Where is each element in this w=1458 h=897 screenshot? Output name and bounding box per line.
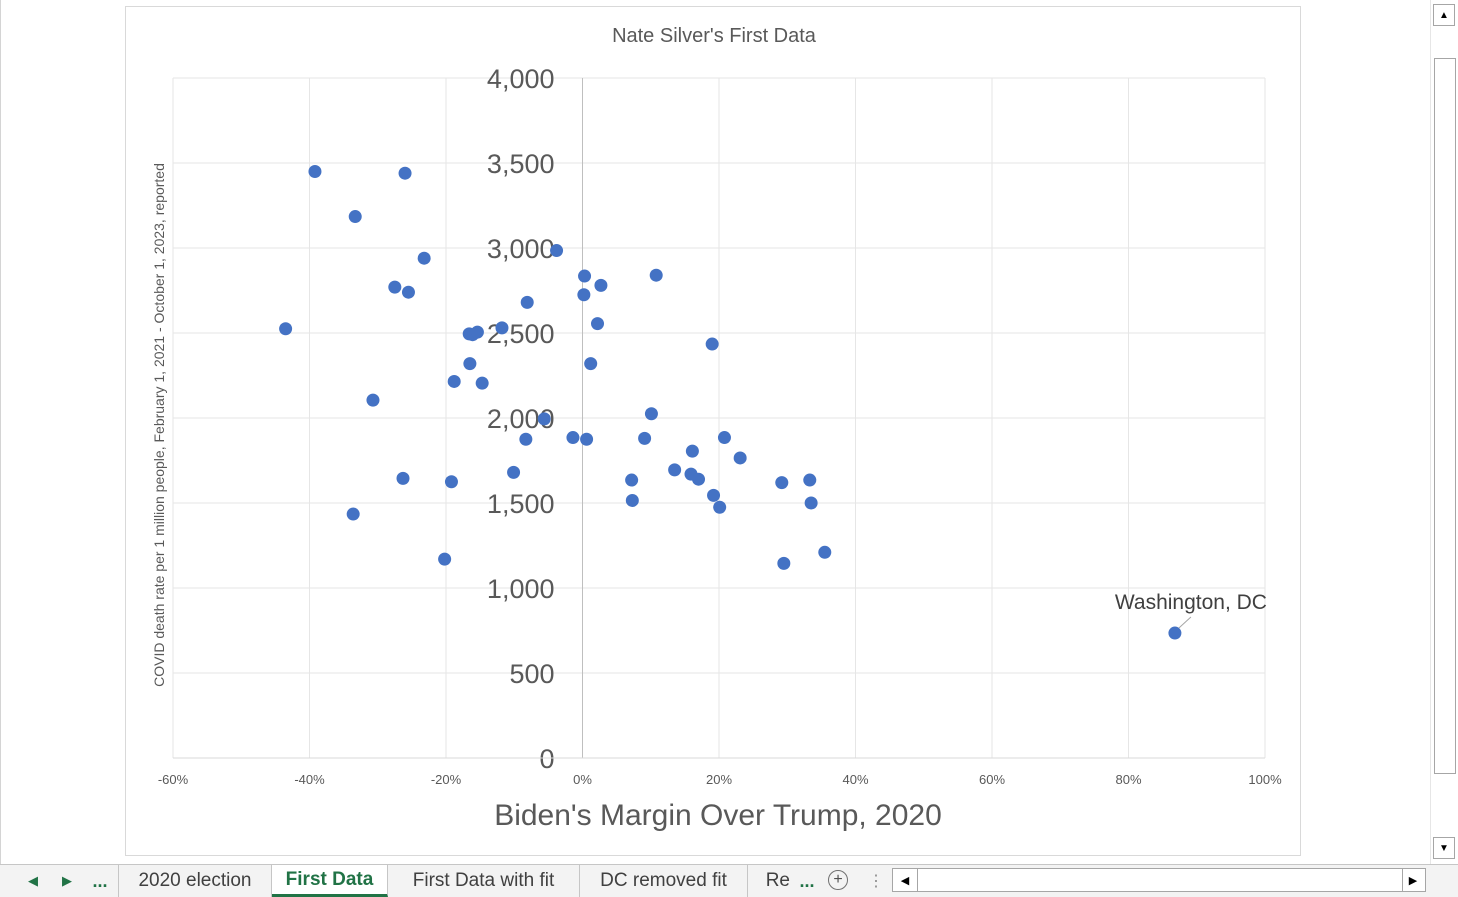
x-axis-title[interactable]: Biden's Margin Over Trump, 2020 bbox=[494, 799, 942, 832]
data-point[interactable] bbox=[692, 472, 706, 486]
scatter-chart[interactable]: -60% -40% -20% 0% 20% 40% 60% 80% 100% 0 500 1,000 1… bbox=[126, 7, 1302, 857]
data-point[interactable] bbox=[707, 488, 721, 502]
grid-layer bbox=[172, 77, 1266, 759]
x-tick-label: -60% bbox=[158, 772, 189, 787]
data-point[interactable] bbox=[520, 295, 534, 309]
splitter-handle-icon[interactable]: ⋮ bbox=[868, 873, 884, 890]
scroll-up-arrow-icon[interactable]: ▲ bbox=[1433, 4, 1455, 26]
data-point[interactable] bbox=[580, 432, 594, 446]
data-point[interactable] bbox=[346, 507, 360, 521]
y-tick-label: 2,500 bbox=[487, 319, 555, 349]
annotation-leader-line bbox=[1178, 616, 1192, 629]
data-point[interactable] bbox=[775, 476, 789, 490]
data-point[interactable] bbox=[495, 321, 509, 335]
x-tick-label: 80% bbox=[1115, 772, 1141, 787]
data-point[interactable] bbox=[1168, 626, 1182, 640]
y-tick-label: 500 bbox=[509, 659, 554, 689]
data-point[interactable] bbox=[577, 288, 591, 302]
data-point[interactable] bbox=[591, 317, 605, 331]
y-tick-label: 3,500 bbox=[487, 149, 555, 179]
x-tick-label: 0% bbox=[573, 772, 592, 787]
scroll-left-arrow-icon[interactable]: ◀ bbox=[900, 874, 910, 887]
tab-first-data-with-fit[interactable]: First Data with fit bbox=[388, 865, 580, 897]
chart-frame[interactable]: -60% -40% -20% 0% 20% 40% 60% 80% 100% 0 500 1,000 1… bbox=[125, 6, 1301, 856]
data-point[interactable] bbox=[594, 278, 608, 292]
data-point[interactable] bbox=[638, 431, 652, 445]
data-point[interactable] bbox=[475, 376, 489, 390]
data-point[interactable] bbox=[444, 475, 458, 489]
x-tick-label: -20% bbox=[431, 772, 462, 787]
tab-scroll-right-icon[interactable]: ▶ bbox=[62, 873, 72, 888]
data-point[interactable] bbox=[733, 451, 747, 465]
data-point[interactable] bbox=[401, 285, 415, 299]
data-point[interactable] bbox=[438, 552, 452, 566]
data-point[interactable] bbox=[519, 432, 533, 446]
tab-dc-removed-fit[interactable]: DC removed fit bbox=[580, 865, 748, 897]
scroll-right-arrow-icon[interactable]: ▶ bbox=[1408, 874, 1418, 887]
data-point[interactable] bbox=[717, 431, 731, 445]
data-point[interactable] bbox=[578, 269, 592, 283]
data-point[interactable] bbox=[388, 280, 402, 294]
data-point[interactable] bbox=[463, 357, 477, 371]
data-point[interactable] bbox=[566, 431, 580, 445]
vertical-scroll-thumb[interactable] bbox=[1434, 58, 1456, 774]
x-tick-label: 40% bbox=[842, 772, 868, 787]
data-point[interactable] bbox=[818, 545, 832, 559]
data-point[interactable] bbox=[625, 493, 639, 507]
tab-scroll-left-icon[interactable]: ◀ bbox=[28, 873, 38, 888]
y-tick-label: 3,000 bbox=[487, 234, 555, 264]
y-tick-label: 1,500 bbox=[487, 489, 555, 519]
sheet-tab-bar: ◀ ▶ ... 2020 election First Data First D… bbox=[0, 864, 1458, 897]
data-point[interactable] bbox=[550, 244, 564, 258]
data-point[interactable] bbox=[279, 322, 293, 336]
data-point[interactable] bbox=[804, 496, 818, 510]
data-point[interactable] bbox=[777, 556, 791, 570]
data-point[interactable] bbox=[308, 165, 322, 178]
scroll-down-arrow-icon[interactable]: ▼ bbox=[1433, 837, 1455, 859]
data-point[interactable] bbox=[417, 251, 431, 265]
data-point[interactable] bbox=[398, 166, 412, 180]
annotation-label[interactable]: Washington, DC bbox=[1115, 591, 1267, 614]
x-tick-label: 20% bbox=[706, 772, 732, 787]
data-point[interactable] bbox=[537, 412, 551, 426]
data-point[interactable] bbox=[713, 500, 727, 514]
data-point[interactable] bbox=[803, 473, 817, 487]
y-tick-label: 1,000 bbox=[487, 574, 555, 604]
data-point[interactable] bbox=[470, 325, 484, 339]
data-point[interactable] bbox=[396, 471, 410, 485]
data-point[interactable] bbox=[447, 374, 461, 388]
add-sheet-plus-icon[interactable]: + bbox=[828, 870, 848, 890]
data-point[interactable] bbox=[507, 465, 521, 479]
y-tick-label: 4,000 bbox=[487, 64, 555, 94]
horizontal-scrollbar[interactable]: ◀ ▶ bbox=[892, 868, 1426, 892]
data-point[interactable] bbox=[649, 268, 663, 282]
data-point[interactable] bbox=[366, 393, 380, 407]
tab-truncated[interactable]: Re bbox=[765, 870, 790, 891]
tabs-more-left-button[interactable]: ... bbox=[92, 870, 108, 891]
horizontal-scroll-thumb[interactable] bbox=[917, 869, 1403, 891]
x-tick-label: 100% bbox=[1248, 772, 1282, 787]
data-point[interactable] bbox=[644, 407, 658, 421]
axis-layer: -60% -40% -20% 0% 20% 40% 60% 80% 100% 0 500 1,000 1… bbox=[158, 64, 1282, 787]
x-tick-label: -40% bbox=[294, 772, 325, 787]
worksheet-area[interactable]: -60% -40% -20% 0% 20% 40% 60% 80% 100% 0 500 1,000 1… bbox=[0, 0, 1430, 864]
data-point[interactable] bbox=[584, 357, 598, 371]
x-tick-label: 60% bbox=[979, 772, 1005, 787]
data-point[interactable] bbox=[705, 337, 719, 351]
tab-first-data[interactable]: First Data bbox=[272, 865, 388, 897]
data-point[interactable] bbox=[685, 444, 699, 458]
tabs-more-right-button[interactable]: ... bbox=[799, 870, 815, 891]
data-point[interactable] bbox=[625, 473, 639, 487]
points-layer[interactable] bbox=[279, 165, 1182, 640]
data-point[interactable] bbox=[668, 463, 682, 477]
vertical-scrollbar[interactable]: ▲ ▼ bbox=[1430, 0, 1458, 864]
tab-2020-election[interactable]: 2020 election bbox=[118, 865, 272, 897]
chart-title[interactable]: Nate Silver's First Data bbox=[612, 25, 817, 47]
y-axis-title[interactable]: COVID death rate per 1 million people, F… bbox=[151, 163, 167, 687]
y-tick-label: 0 bbox=[539, 744, 554, 774]
data-point[interactable] bbox=[348, 210, 362, 224]
